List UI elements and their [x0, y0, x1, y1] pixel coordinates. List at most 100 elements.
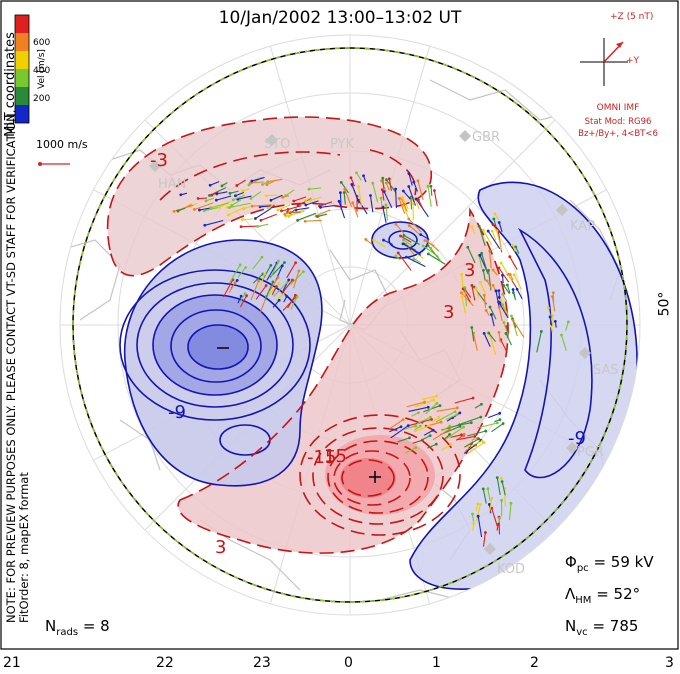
- velocity-vector-origin: [477, 437, 481, 441]
- velocity-vector-origin: [277, 259, 280, 263]
- velocity-vector-origin: [226, 213, 230, 217]
- velocity-vector: [477, 422, 498, 429]
- velocity-vector-origin: [231, 198, 235, 202]
- velocity-vector-origin: [172, 209, 176, 213]
- velocity-vector: [389, 426, 402, 433]
- velocity-vector: [400, 198, 408, 212]
- velocity-vector: [320, 205, 334, 208]
- velocity-vector: [390, 425, 409, 439]
- velocity-vector-origin: [240, 218, 244, 222]
- velocity-vector-origin: [427, 424, 431, 428]
- velocity-vector: [262, 180, 272, 186]
- velocity-vector: [423, 429, 434, 436]
- positive-contours: [106, 116, 509, 554]
- velocity-vector-origin: [505, 283, 509, 287]
- velocity-vector-origin: [408, 436, 411, 440]
- velocity-vector-origin: [202, 209, 206, 213]
- velocity-vector-origin: [499, 298, 502, 302]
- velocity-vector-origin: [490, 313, 493, 316]
- velocity-vector: [482, 488, 487, 504]
- contour-label: 3: [443, 302, 454, 323]
- velocity-vector: [270, 194, 283, 201]
- velocity-vector-origin: [394, 222, 398, 226]
- velocity-vector-origin: [512, 273, 516, 277]
- velocity-vector-origin: [266, 206, 270, 210]
- velocity-vector: [272, 299, 280, 308]
- velocity-vector-origin: [295, 295, 299, 299]
- velocity-vector-origin: [364, 238, 368, 241]
- velocity-vector-origin: [412, 180, 416, 184]
- velocity-vector: [502, 293, 508, 302]
- velocity-vector-origin: [225, 205, 229, 209]
- velocity-vector: [435, 411, 456, 423]
- velocity-vector: [460, 416, 481, 425]
- velocity-vector-origin: [371, 181, 375, 185]
- velocity-vector-origin: [471, 512, 474, 516]
- velocity-vector-origin: [291, 278, 294, 282]
- velocity-vector: [233, 194, 246, 201]
- velocity-vector-origin: [481, 228, 485, 232]
- velocity-vector-origin: [192, 208, 196, 211]
- velocity-vector-origin: [250, 204, 254, 208]
- velocity-vector: [508, 503, 512, 521]
- velocity-vector-origin: [379, 196, 383, 200]
- velocity-vector: [204, 219, 224, 226]
- velocity-vector: [464, 288, 472, 298]
- velocity-vector-origin: [470, 326, 474, 329]
- velocity-vector-origin: [437, 415, 441, 419]
- velocity-vector-origin: [248, 181, 252, 185]
- dawn-cell-peak: [340, 458, 396, 498]
- velocity-vector: [286, 262, 297, 279]
- velocity-vector: [565, 321, 569, 331]
- velocity-vector: [489, 306, 497, 320]
- velocity-vector-origin: [244, 266, 248, 269]
- velocity-vector: [308, 187, 322, 190]
- velocity-vector: [454, 397, 474, 404]
- contour-labels: -3 -9 -9 3 3 -15 15 3: [150, 150, 586, 558]
- velocity-vector-origin: [280, 264, 284, 268]
- velocity-vector: [500, 299, 510, 317]
- mlt-tick-23: 23: [253, 655, 271, 671]
- velocity-vector: [512, 319, 525, 338]
- velocity-vector: [398, 198, 406, 214]
- mlt-tick-2: 2: [530, 655, 539, 671]
- velocity-vector-origin: [460, 295, 464, 299]
- velocity-vector-origin: [511, 291, 515, 295]
- colorbar-swatch: [15, 87, 29, 105]
- velocity-vector: [305, 200, 319, 206]
- velocity-vector-origin: [369, 194, 372, 197]
- velocity-vector: [351, 184, 360, 204]
- imf-condition: Bz+/By+, 4<BT<6: [578, 129, 658, 139]
- velocity-vector-origin: [179, 193, 183, 197]
- velocity-vector: [413, 425, 430, 433]
- velocity-vector: [297, 212, 317, 221]
- velocity-vector: [401, 197, 409, 210]
- velocity-vector: [503, 322, 510, 337]
- velocity-vector-origin: [499, 477, 503, 480]
- velocity-vector-origin: [402, 233, 406, 237]
- velocity-vector-origin: [380, 188, 384, 192]
- velocity-vector-origin: [497, 221, 501, 224]
- colorbar-tick-400: 400: [33, 66, 51, 76]
- velocity-vector: [408, 218, 422, 233]
- velocity-vector-origin: [487, 268, 490, 272]
- velocity-vector: [481, 253, 489, 275]
- velocity-vector: [450, 434, 462, 438]
- latitude-label: 50°: [656, 291, 673, 317]
- velocity-vector-origin: [497, 289, 501, 293]
- velocity-vector-origin: [337, 199, 341, 203]
- map-title: 10/Jan/2002 13:00–13:02 UT: [218, 8, 462, 28]
- velocity-vector-origin: [480, 402, 483, 406]
- velocity-vector-origin: [233, 281, 237, 285]
- velocity-vector-origin: [319, 205, 322, 209]
- velocity-vector-origin: [510, 243, 514, 247]
- velocity-vector: [343, 192, 346, 205]
- velocity-vector: [419, 435, 431, 442]
- velocity-vector: [486, 280, 492, 289]
- velocity-vector: [373, 239, 386, 248]
- velocity-vector: [417, 180, 424, 201]
- velocity-vector-origin: [486, 229, 490, 233]
- colorbar-swatch: [15, 51, 29, 69]
- velocity-vector: [372, 183, 379, 203]
- velocity-vector-origin: [435, 401, 439, 405]
